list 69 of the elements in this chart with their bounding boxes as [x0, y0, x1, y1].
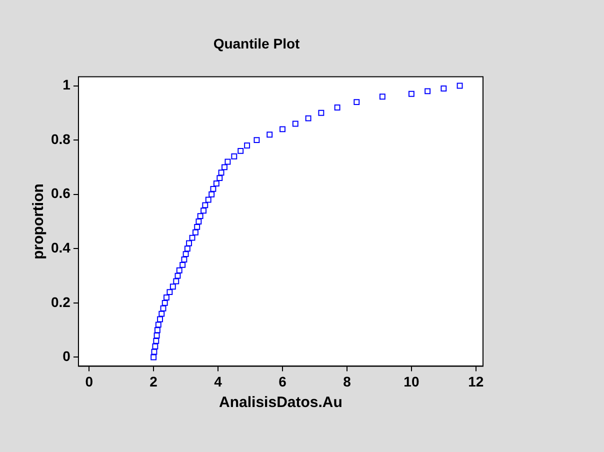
point [153, 338, 160, 344]
point [305, 115, 312, 122]
point [197, 213, 204, 220]
chart-title: Quantile Plot [213, 35, 300, 52]
point [176, 267, 182, 274]
y-tick-label: 1 [62, 76, 71, 93]
point [218, 170, 224, 176]
point [155, 322, 162, 328]
point [224, 158, 231, 165]
point [189, 234, 196, 241]
point [186, 240, 192, 246]
point [440, 86, 447, 92]
point [192, 229, 198, 236]
point [244, 142, 250, 148]
x-tick-label: 12 [468, 373, 484, 390]
point [379, 94, 386, 100]
point [151, 348, 158, 355]
y-axis-title: proportion [30, 184, 48, 260]
point [238, 148, 244, 154]
y-tick-label: 0.8 [50, 130, 71, 147]
x-axis-title: AnalisisDatos.Au [219, 394, 342, 412]
point [162, 300, 168, 306]
point [205, 196, 212, 203]
point [408, 90, 414, 97]
y-tick-label: 0.4 [50, 240, 71, 256]
point [334, 104, 340, 110]
point [213, 180, 220, 186]
point [210, 186, 216, 192]
point [222, 164, 228, 170]
point [456, 82, 463, 89]
point [173, 278, 180, 284]
point [208, 191, 215, 198]
point [157, 316, 163, 322]
point [154, 332, 160, 338]
y-tick-label: 0 [62, 348, 71, 364]
point [354, 99, 360, 106]
point [170, 284, 176, 290]
x-tick-label: 0 [85, 373, 94, 390]
x-tick-label: 10 [404, 373, 420, 390]
point [254, 137, 260, 144]
point [318, 110, 324, 116]
point [184, 246, 190, 252]
point [182, 251, 189, 258]
point [280, 126, 286, 132]
point [266, 132, 273, 138]
point [160, 305, 166, 312]
point [292, 120, 298, 127]
point [194, 224, 200, 230]
point [166, 289, 173, 296]
y-tick-label: 0.6 [50, 185, 71, 202]
point [424, 88, 431, 94]
point [202, 202, 208, 208]
point [152, 343, 158, 350]
point [200, 208, 207, 214]
x-tick-label: 2 [150, 373, 158, 390]
x-tick-label: 8 [343, 373, 352, 390]
point [216, 175, 223, 182]
point [180, 262, 186, 268]
x-tick-label: 6 [278, 373, 287, 390]
point [158, 310, 165, 317]
y-tick-label: 0.2 [50, 294, 71, 310]
x-tick-label: 4 [214, 373, 222, 390]
point [231, 153, 238, 160]
point [163, 294, 170, 300]
point [154, 327, 160, 334]
point [196, 218, 202, 224]
point [181, 256, 188, 262]
point [174, 272, 181, 279]
point [150, 354, 157, 360]
